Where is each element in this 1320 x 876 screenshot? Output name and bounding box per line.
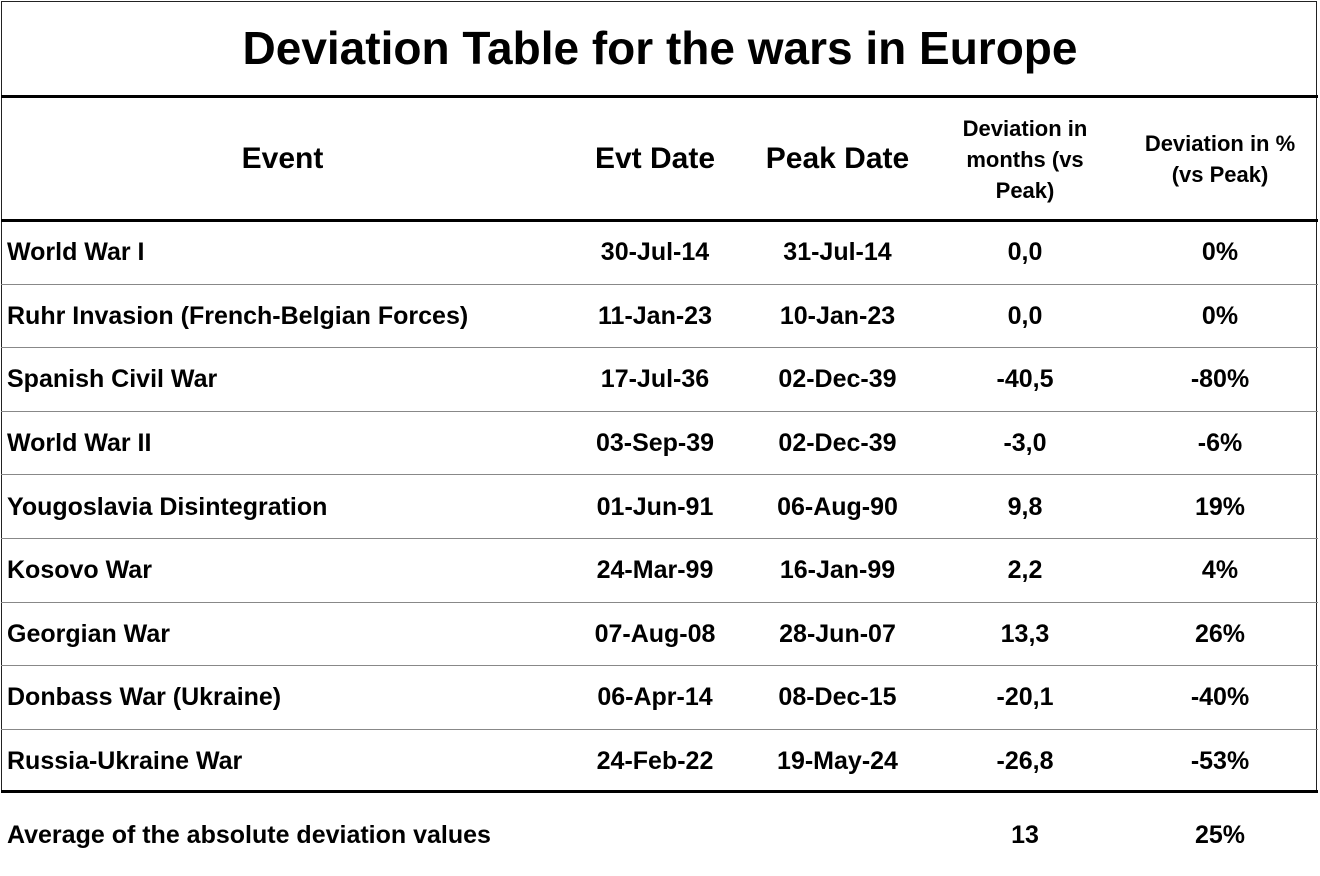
header-deviation-months: Deviation in months (vs Peak) bbox=[962, 115, 1088, 203]
table-row: World War II 03-Sep-39 02-Dec-39 -3,0 -6% bbox=[0, 412, 1320, 476]
table-title: Deviation Table for the wars in Europe bbox=[242, 22, 1078, 74]
cell-evt-date: 30-Jul-14 bbox=[600, 238, 710, 267]
header-peak-date: Peak Date bbox=[765, 142, 910, 175]
row-divider bbox=[1, 474, 1318, 476]
cell-deviation-months: 0,0 bbox=[1007, 301, 1043, 330]
cell-peak-date: 02-Dec-39 bbox=[778, 429, 897, 458]
footer-row: Average of the absolute deviation values… bbox=[0, 804, 1320, 868]
cell-deviation-percent: 19% bbox=[1194, 492, 1246, 521]
cell-deviation-months: 2,2 bbox=[1007, 556, 1043, 585]
footer-label: Average of the absolute deviation values bbox=[7, 821, 491, 850]
cell-deviation-months: -26,8 bbox=[996, 747, 1054, 776]
cell-deviation-percent: 0% bbox=[1201, 301, 1239, 330]
table-row: Georgian War 07-Aug-08 28-Jun-07 13,3 26% bbox=[0, 603, 1320, 667]
cell-evt-date: 17-Jul-36 bbox=[600, 365, 710, 394]
cell-event: World War II bbox=[7, 429, 152, 458]
cell-evt-date: 03-Sep-39 bbox=[595, 429, 715, 458]
row-divider bbox=[1, 283, 1318, 285]
cell-event: Russia-Ukraine War bbox=[7, 747, 243, 776]
cell-deviation-percent: -53% bbox=[1190, 747, 1250, 776]
cell-peak-date: 28-Jun-07 bbox=[779, 619, 896, 648]
row-divider bbox=[1, 410, 1318, 412]
divider bbox=[1, 219, 1318, 222]
cell-deviation-months: 13,3 bbox=[1000, 619, 1050, 648]
cell-deviation-months: 9,8 bbox=[1007, 492, 1043, 521]
row-divider bbox=[1, 347, 1318, 349]
row-divider bbox=[1, 728, 1318, 730]
row-divider bbox=[1, 665, 1318, 667]
cell-peak-date: 06-Aug-90 bbox=[777, 492, 898, 521]
row-divider bbox=[1, 601, 1318, 603]
table-row: Spanish Civil War 17-Jul-36 02-Dec-39 -40,5… bbox=[0, 348, 1320, 412]
cell-event: Georgian War bbox=[7, 619, 170, 648]
table-row: Donbass War (Ukraine) 06-Apr-14 08-Dec-15 -… bbox=[0, 666, 1320, 730]
cell-evt-date: 24-Mar-99 bbox=[596, 556, 714, 585]
cell-event: World War I bbox=[7, 238, 145, 267]
cell-event: Donbass War (Ukraine) bbox=[7, 683, 282, 712]
table-row: Russia-Ukraine War 24-Feb-22 19-May-24 -26,… bbox=[0, 730, 1320, 794]
cell-deviation-percent: 4% bbox=[1201, 556, 1239, 585]
cell-peak-date: 19-May-24 bbox=[777, 747, 898, 776]
divider bbox=[1, 790, 1318, 793]
cell-peak-date: 31-Jul-14 bbox=[783, 238, 892, 267]
footer-percent: 25% bbox=[1194, 821, 1246, 850]
cell-deviation-months: -40,5 bbox=[996, 365, 1054, 394]
table-row: Ruhr Invasion (French-Belgian Forces) 11-… bbox=[0, 285, 1320, 349]
header-evt-date: Evt Date bbox=[594, 142, 716, 175]
cell-event: Kosovo War bbox=[7, 556, 152, 585]
footer-months: 13 bbox=[1011, 821, 1039, 850]
cell-evt-date: 06-Apr-14 bbox=[597, 683, 713, 712]
cell-deviation-months: 0,0 bbox=[1007, 238, 1043, 267]
divider bbox=[1, 95, 1318, 98]
cell-event: Ruhr Invasion (French-Belgian Forces) bbox=[7, 301, 469, 330]
cell-deviation-percent: 26% bbox=[1194, 619, 1246, 648]
cell-peak-date: 16-Jan-99 bbox=[779, 556, 896, 585]
header-deviation-percent: Deviation in % (vs Peak) bbox=[1144, 131, 1296, 187]
cell-deviation-percent: -40% bbox=[1190, 683, 1250, 712]
header-event: Event bbox=[241, 142, 324, 175]
cell-deviation-percent: 0% bbox=[1201, 238, 1239, 267]
cell-evt-date: 24-Feb-22 bbox=[596, 747, 714, 776]
row-divider bbox=[1, 538, 1318, 539]
cell-peak-date: 08-Dec-15 bbox=[778, 683, 897, 712]
cell-peak-date: 02-Dec-39 bbox=[778, 365, 897, 394]
table-row: Yougoslavia Disintegration 01-Jun-91 06-Au… bbox=[0, 475, 1320, 539]
cell-peak-date: 10-Jan-23 bbox=[779, 301, 896, 330]
cell-deviation-percent: -6% bbox=[1197, 429, 1243, 458]
cell-evt-date: 11-Jan-23 bbox=[598, 301, 712, 330]
cell-deviation-months: -20,1 bbox=[996, 683, 1054, 712]
table-row: World War I 30-Jul-14 31-Jul-14 0,0 0% bbox=[0, 221, 1320, 285]
cell-event: Yougoslavia Disintegration bbox=[7, 492, 328, 521]
table-row: Kosovo War 24-Mar-99 16-Jan-99 2,2 4% bbox=[0, 539, 1320, 603]
cell-deviation-months: -3,0 bbox=[1003, 429, 1047, 458]
cell-event: Spanish Civil War bbox=[7, 365, 218, 394]
cell-deviation-percent: -80% bbox=[1190, 365, 1250, 394]
cell-evt-date: 07-Aug-08 bbox=[594, 619, 716, 648]
cell-evt-date: 01-Jun-91 bbox=[596, 492, 714, 521]
